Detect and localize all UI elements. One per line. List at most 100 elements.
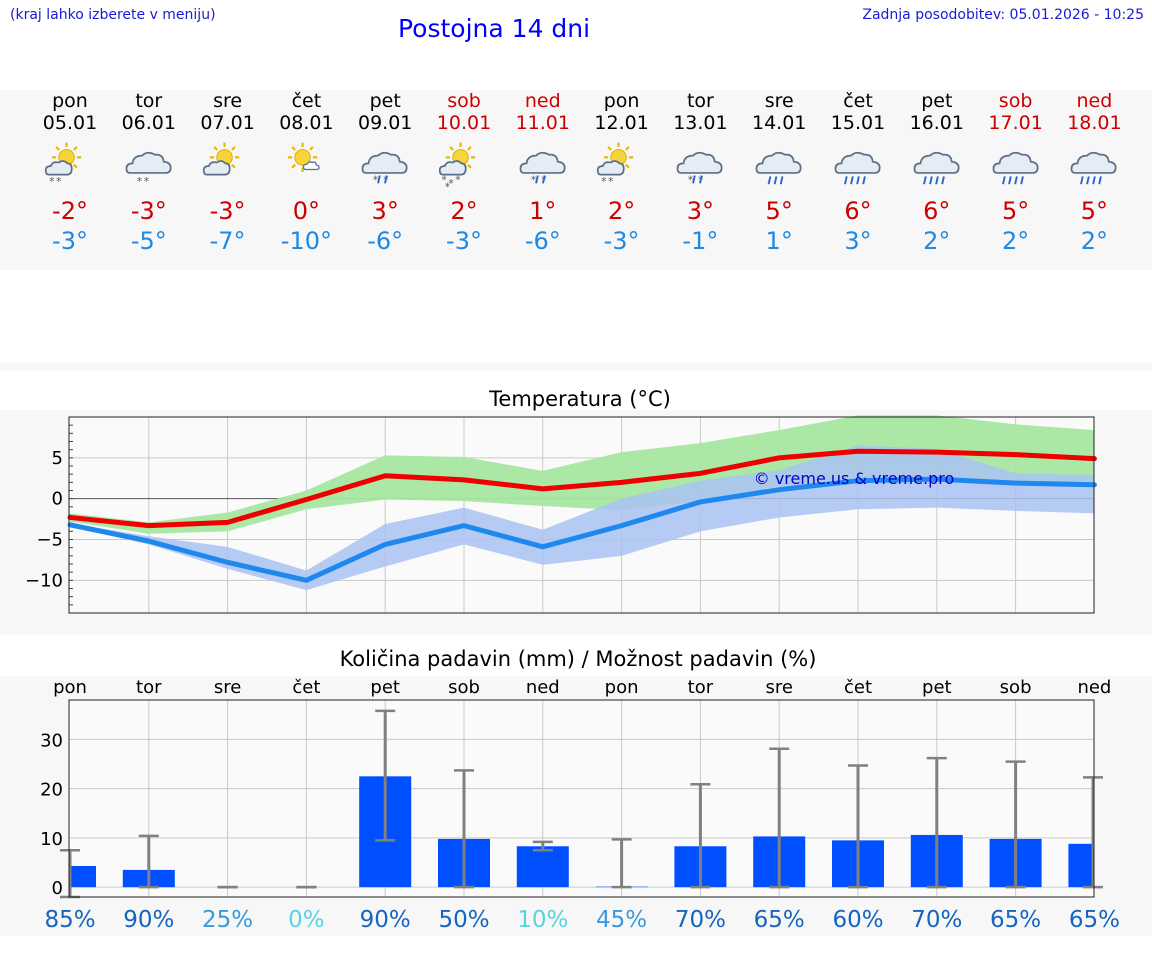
temp-max: 1° [529, 197, 557, 225]
temp-max: -3° [209, 197, 246, 225]
y-tick-label: 0 [52, 878, 63, 899]
day-date: 16.01 [909, 112, 964, 134]
day-date: 10.01 [436, 112, 492, 134]
svg-text:*: * [49, 176, 54, 188]
cloud-heavy-rain-icon [1070, 151, 1117, 185]
day-name: pon [52, 90, 88, 112]
day-name: sre [764, 90, 794, 112]
y-tick-label: −10 [25, 570, 63, 591]
temp-max: -2° [52, 197, 88, 225]
max-temp-range [70, 415, 1095, 534]
day-forecast: sre 07.01 -3° -7° [188, 90, 268, 256]
x-category-label: sob [448, 677, 480, 698]
temp-min: 2° [1001, 227, 1030, 255]
y-tick-label: −5 [36, 530, 63, 551]
min-temp-point [304, 578, 308, 582]
sun-cloud-icon [202, 142, 239, 176]
min-temp-point [856, 479, 860, 483]
max-temp-line [67, 448, 1097, 529]
day-forecast: pet 16.01 6° 2° [897, 90, 977, 256]
x-category-label: pon [605, 677, 639, 698]
x-category-label: ned [526, 677, 560, 698]
temp-min: -5° [130, 227, 167, 255]
day-date: 08.01 [279, 112, 334, 134]
svg-text:*: * [601, 176, 606, 188]
cloud-sleet-icon: ** [361, 151, 408, 186]
x-category-label: sre [765, 677, 792, 698]
precip-probability: 65% [990, 907, 1041, 933]
max-temp-point [856, 449, 860, 453]
cloud-heavy-rain-icon [992, 151, 1039, 185]
x-category-label: pet [370, 677, 400, 698]
precipitation-chart-title: Količina padavin (mm) / Možnost padavin … [339, 647, 817, 671]
day-name: pet [369, 90, 401, 112]
temp-max: 6° [844, 197, 872, 225]
day-name: pet [921, 90, 953, 112]
svg-text:*: * [144, 176, 149, 188]
precip-probability: 90% [123, 907, 174, 933]
day-name: sre [213, 90, 243, 112]
last-updated: Zadnja posodobitev: 05.01.2026 - 10:25 [862, 7, 1144, 23]
svg-text:*: * [373, 174, 378, 186]
min-temp-point [620, 524, 624, 528]
temp-min: -6° [524, 227, 561, 255]
precip-probability: 50% [438, 907, 489, 933]
temp-min: 2° [1080, 227, 1109, 255]
svg-text:*: * [441, 174, 446, 186]
precip-bar [516, 846, 569, 888]
svg-text:*: * [448, 178, 453, 190]
precip-probability: 65% [1069, 907, 1120, 933]
min-temp-point [1014, 481, 1018, 485]
min-temp-point [935, 477, 939, 481]
max-temp-point [1014, 453, 1018, 457]
day-name: pon [603, 90, 640, 112]
x-category-label: tor [688, 677, 714, 698]
day-name: sob [998, 90, 1033, 112]
cloud-heavy-rain-icon [834, 151, 881, 185]
temp-min: -3° [446, 227, 482, 255]
min-temp-point [777, 488, 781, 492]
max-temp-point [383, 474, 387, 478]
day-forecast: pon 05.01 * * -2° -3° [30, 90, 110, 256]
min-temp-line [67, 476, 1097, 583]
max-temp-point [304, 497, 308, 501]
min-temp-point [147, 539, 151, 543]
temp-max: 3° [686, 197, 715, 225]
precip-probability: 70% [911, 907, 962, 933]
precip-probability: 70% [675, 907, 726, 933]
svg-text:*: * [56, 176, 61, 188]
min-temp-point [226, 560, 230, 564]
max-temp-point [147, 524, 151, 528]
svg-text:*: * [608, 176, 613, 188]
plot-frame [68, 416, 1095, 614]
svg-text:*: * [455, 174, 460, 186]
precip-probability: 60% [832, 907, 883, 933]
temperature-chart-title: Temperatura (°C) [489, 387, 671, 411]
x-category-label: pet [922, 677, 952, 698]
temp-max: 2° [450, 197, 478, 225]
temp-max: 5° [1001, 197, 1030, 225]
x-category-label: čet [844, 677, 872, 698]
x-category-label: ned [1077, 677, 1111, 698]
precip-probability: 0% [288, 907, 325, 933]
max-temp-point [935, 450, 939, 454]
temp-min: -1° [682, 227, 719, 255]
y-tick-label: 5 [52, 448, 63, 469]
x-category-label: pon [53, 677, 87, 698]
day-name: čet [843, 90, 873, 112]
temp-min: -3° [52, 227, 88, 255]
day-name: ned [524, 90, 561, 112]
max-temp-point [462, 478, 466, 482]
day-date: 18.01 [1067, 112, 1122, 134]
day-forecast: sob 10.01 * * * * 2° -3° [424, 90, 504, 256]
precip-bar [69, 865, 96, 888]
x-category-label: tor [136, 677, 162, 698]
min-temp-point [541, 545, 545, 549]
precip-probability: 85% [44, 907, 95, 933]
y-tick-label: 10 [40, 829, 63, 850]
cloud-snow-icon: * * [125, 151, 172, 188]
precip-probability: 45% [596, 907, 647, 933]
